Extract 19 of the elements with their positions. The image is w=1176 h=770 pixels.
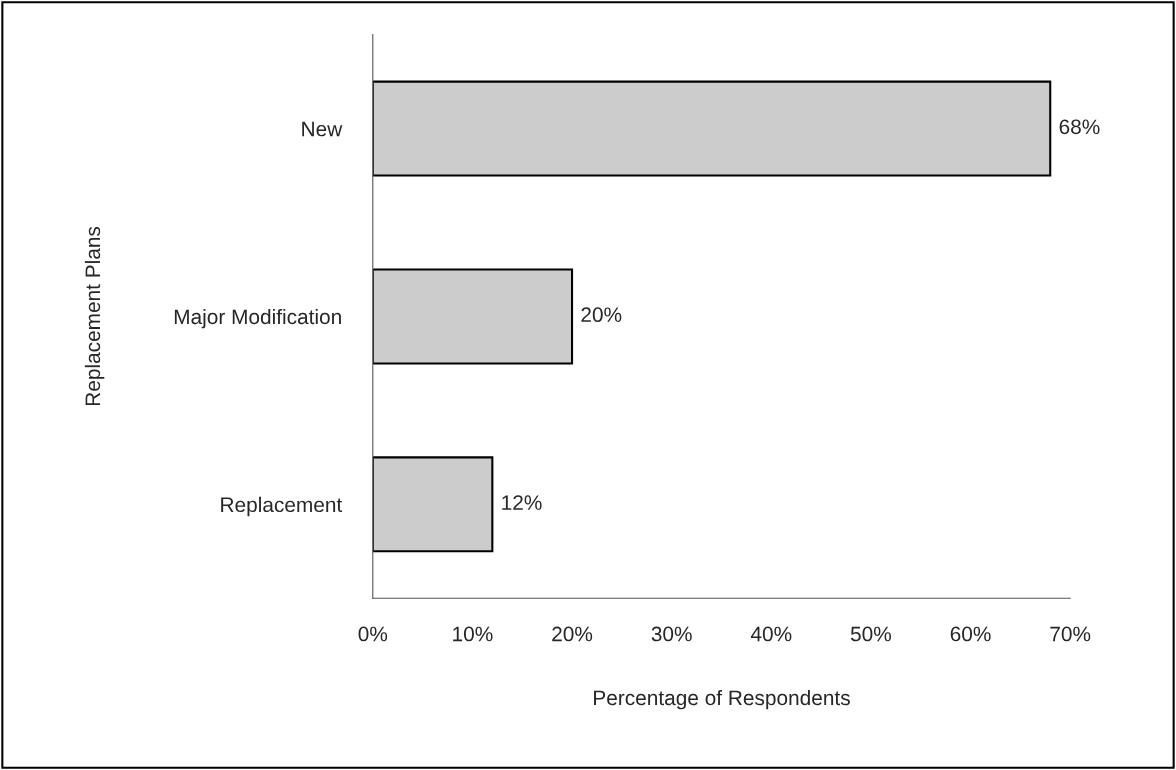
- bar: [372, 268, 574, 365]
- data-label: 12%: [502, 495, 542, 510]
- x-tick-label: 10%: [453, 626, 493, 642]
- y-axis-title: Replacement Plans: [84, 226, 105, 406]
- x-tick-label: 40%: [750, 626, 792, 642]
- x-tick-label: 60%: [950, 626, 991, 642]
- y-tick-label: Major Modification: [174, 308, 341, 329]
- bar: [372, 80, 1052, 177]
- data-label: 68%: [1059, 119, 1100, 135]
- x-tick-label: 20%: [552, 626, 593, 642]
- x-tick-label: 30%: [651, 626, 692, 642]
- x-tick-label: 50%: [850, 626, 892, 642]
- y-tick-label: New: [302, 121, 343, 137]
- y-tick-label: Replacement: [221, 496, 343, 517]
- x-axis-title: Percentage of Respondents: [594, 689, 850, 710]
- bar: [372, 456, 494, 553]
- data-label: 20%: [581, 307, 622, 323]
- x-tick-label: 70%: [1050, 626, 1091, 642]
- x-tick-label: 0%: [358, 626, 388, 642]
